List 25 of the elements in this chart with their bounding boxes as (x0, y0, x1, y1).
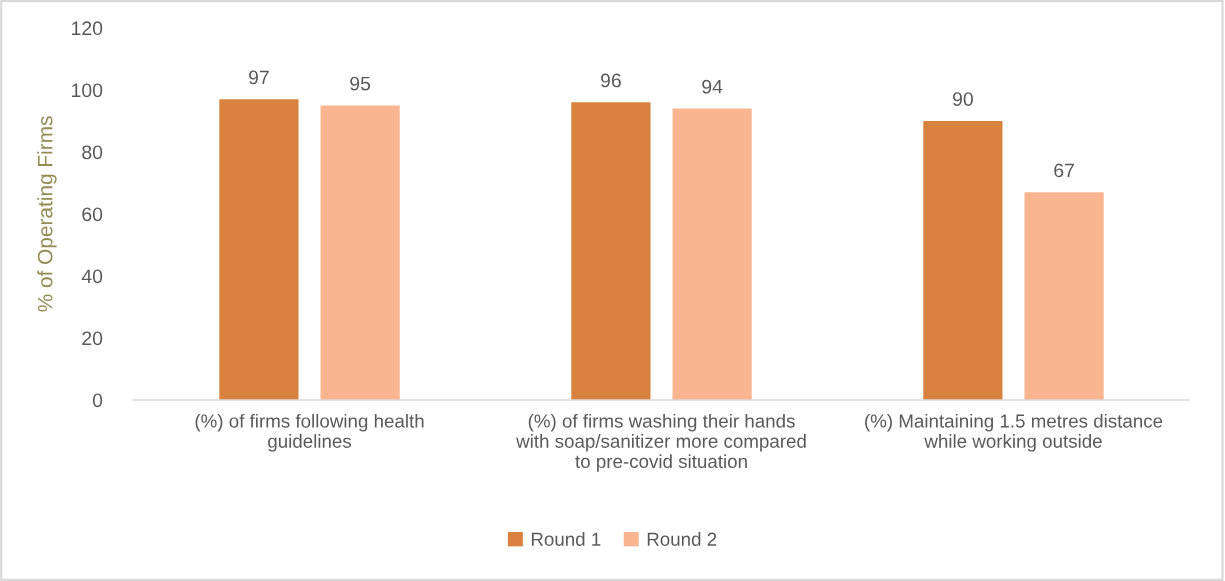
data-label: 90 (952, 92, 973, 106)
data-label: 94 (702, 79, 723, 94)
x-tick-label: (%) Maintaining 1.5 metres distance while working outside (865, 413, 1163, 452)
data-label: 96 (601, 73, 621, 88)
x-tick-label: (%) of firms washing their hands with soap/sanitizer more compared to pre-covid situation (516, 413, 806, 472)
bar (1024, 192, 1104, 401)
legend-label: Round 1 (531, 532, 601, 546)
bar (320, 105, 400, 401)
bar (672, 108, 752, 401)
data-label: 97 (249, 70, 269, 85)
y-tick-label: 0 (92, 393, 103, 408)
data-label: 95 (350, 76, 371, 91)
bar (219, 99, 299, 401)
legend-label: Round 2 (647, 532, 717, 546)
y-tick-label: 20 (82, 331, 103, 346)
y-tick-label: 80 (82, 145, 103, 160)
y-tick-label: 120 (72, 21, 103, 36)
y-tick-label: 40 (81, 269, 103, 284)
bar (923, 120, 1003, 401)
y-tick-label: 100 (72, 83, 103, 98)
data-label: 67 (1054, 163, 1074, 178)
bar (571, 102, 651, 401)
y-axis-title: % of Operating Firms (37, 116, 57, 312)
y-tick-label: 60 (82, 207, 103, 222)
x-tick-label: (%) of firms following health guidelines (195, 413, 424, 452)
